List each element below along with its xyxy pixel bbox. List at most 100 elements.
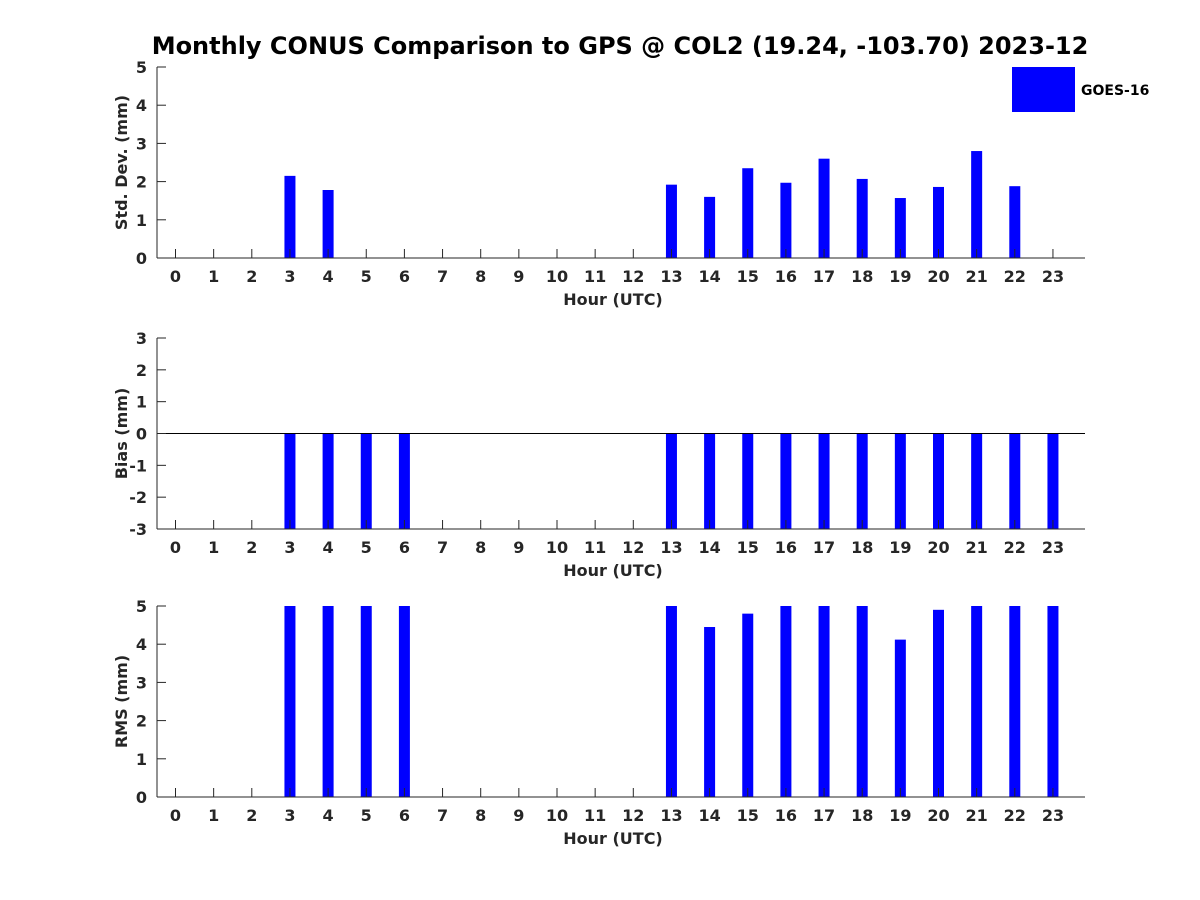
x-tick-label: 7 — [437, 267, 448, 286]
x-tick-label: 23 — [1042, 806, 1064, 825]
x-tick-label: 19 — [889, 538, 911, 557]
bar-hour-21 — [971, 433, 983, 529]
y-tick-label: 1 — [136, 211, 147, 230]
x-tick-label: 6 — [399, 267, 410, 286]
chart-panels: 0 1 2 3 4 5 6 7 8 9 10 11 12 13 14 15 16 17 18 19 20 21 22 2301… — [112, 58, 1085, 848]
x-tick-label: 14 — [698, 267, 720, 286]
x-tick-label: 1 — [208, 267, 219, 286]
y-tick-label: 2 — [136, 173, 147, 192]
bar-hour-13 — [665, 184, 677, 258]
bar-hour-22 — [1009, 433, 1021, 529]
bar-hour-6 — [398, 433, 410, 529]
y-tick-label: 3 — [136, 673, 147, 692]
x-tick-label: 18 — [851, 267, 873, 286]
y-tick-label: 5 — [136, 58, 147, 77]
bar-hour-15 — [742, 613, 754, 797]
y-tick-label: -1 — [129, 456, 147, 475]
bar-hour-23 — [1047, 606, 1059, 797]
bar-hour-15 — [742, 168, 754, 258]
y-tick-label: 5 — [136, 597, 147, 616]
x-tick-label: 13 — [660, 267, 682, 286]
bar-hour-6 — [398, 606, 410, 797]
panel-2: 0 1 2 3 4 5 6 7 8 9 10 11 12 13 14 15 16 17 18 19 20 21 22 23-3… — [112, 329, 1085, 580]
x-tick-label: 1 — [208, 538, 219, 557]
bar-hour-4 — [322, 190, 334, 258]
y-tick-label: 1 — [136, 393, 147, 412]
bar-hour-16 — [780, 433, 792, 529]
bar-hour-20 — [933, 609, 944, 797]
y-tick-label: 2 — [136, 712, 147, 731]
x-tick-label: 4 — [323, 267, 334, 286]
x-tick-label: 7 — [437, 538, 448, 557]
y-tick-label: 0 — [136, 249, 147, 268]
x-tick-label: 10 — [546, 267, 568, 286]
bar-hour-4 — [322, 433, 334, 529]
x-tick-label: 2 — [246, 267, 257, 286]
x-tick-label: 0 — [170, 538, 181, 557]
bar-hour-21 — [971, 151, 983, 258]
x-tick-label: 9 — [513, 267, 524, 286]
x-tick-label: 16 — [775, 806, 797, 825]
bar-hour-13 — [665, 433, 677, 529]
y-tick-label: 4 — [136, 96, 147, 115]
y-tick-label: -2 — [129, 488, 147, 507]
x-tick-label: 22 — [1004, 538, 1026, 557]
bar-hour-3 — [284, 433, 296, 529]
x-axis-label: Hour (UTC) — [563, 561, 663, 580]
bar-hour-22 — [1009, 606, 1021, 797]
y-tick-label: 3 — [136, 329, 147, 348]
x-tick-label: 19 — [889, 267, 911, 286]
legend-label: GOES-16 — [1081, 83, 1149, 99]
x-tick-label: 2 — [246, 538, 257, 557]
x-tick-label: 20 — [927, 806, 949, 825]
x-tick-label: 12 — [622, 538, 644, 557]
y-axis-label: Std. Dev. (mm) — [112, 95, 131, 230]
x-tick-label: 10 — [546, 806, 568, 825]
x-tick-label: 5 — [361, 806, 372, 825]
y-tick-label: 0 — [136, 788, 147, 807]
bar-hour-18 — [856, 433, 868, 529]
x-tick-label: 9 — [513, 806, 524, 825]
bar-hour-20 — [933, 433, 944, 529]
x-tick-label: 0 — [170, 267, 181, 286]
x-tick-label: 3 — [284, 267, 295, 286]
bar-hour-19 — [894, 639, 906, 797]
bar-hour-16 — [780, 606, 792, 797]
x-tick-label: 6 — [399, 538, 410, 557]
bar-hour-23 — [1047, 433, 1059, 529]
x-tick-label: 16 — [775, 267, 797, 286]
x-tick-label: 15 — [737, 267, 759, 286]
bar-hour-18 — [856, 178, 868, 258]
x-tick-label: 4 — [323, 806, 334, 825]
x-tick-label: 17 — [813, 538, 835, 557]
x-tick-label: 21 — [966, 538, 988, 557]
x-tick-label: 5 — [361, 538, 372, 557]
y-tick-label: 2 — [136, 361, 147, 380]
bar-hour-19 — [894, 198, 906, 258]
x-tick-label: 8 — [475, 267, 486, 286]
panel-3: 0 1 2 3 4 5 6 7 8 9 10 11 12 13 14 15 16 17 18 19 20 21 22 2301… — [112, 597, 1085, 848]
x-tick-label: 11 — [584, 538, 606, 557]
x-tick-label: 3 — [284, 806, 295, 825]
x-tick-label: 21 — [966, 806, 988, 825]
bar-hour-17 — [818, 433, 830, 529]
x-tick-label: 1 — [208, 806, 219, 825]
x-tick-label: 20 — [927, 267, 949, 286]
x-tick-label: 21 — [966, 267, 988, 286]
x-tick-label: 7 — [437, 806, 448, 825]
x-tick-label: 11 — [584, 806, 606, 825]
x-tick-label: 12 — [622, 267, 644, 286]
bar-hour-14 — [704, 433, 716, 529]
x-tick-label: 2 — [246, 806, 257, 825]
x-tick-label: 14 — [698, 538, 720, 557]
x-axis-label: Hour (UTC) — [563, 829, 663, 848]
bar-hour-16 — [780, 182, 792, 258]
bar-hour-5 — [360, 606, 372, 797]
x-tick-label: 12 — [622, 806, 644, 825]
y-axis-label: Bias (mm) — [112, 388, 131, 480]
bar-hour-4 — [322, 606, 334, 797]
legend: GOES-16 — [1012, 67, 1149, 112]
x-tick-label: 23 — [1042, 267, 1064, 286]
y-tick-label: 3 — [136, 134, 147, 153]
